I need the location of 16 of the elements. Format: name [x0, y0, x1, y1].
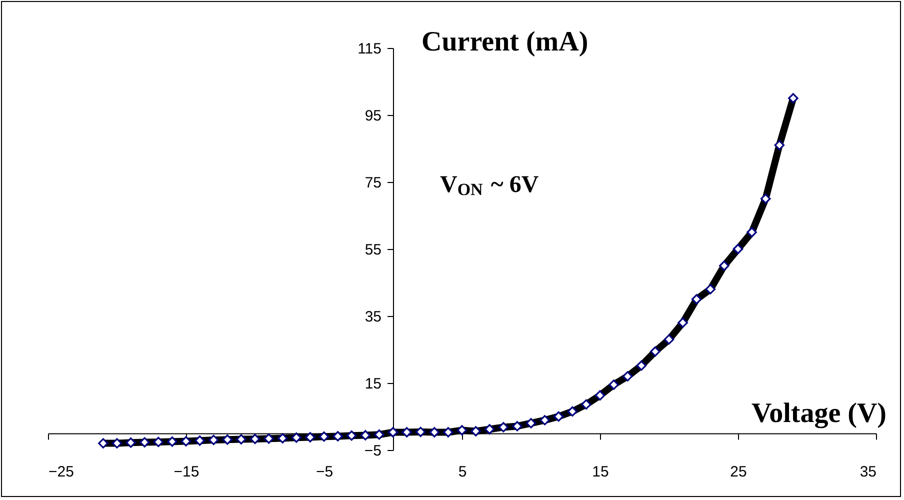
- y-tick-label: 115: [358, 40, 382, 58]
- y-tick-label: −5: [364, 442, 382, 460]
- y-tick-label: 35: [364, 308, 382, 326]
- y-tick-label: 75: [364, 174, 382, 192]
- y-tick-label: 15: [364, 376, 382, 392]
- x-axis-title: Voltage (V): [751, 398, 886, 429]
- x-tick-label: 35: [860, 464, 876, 480]
- x-tick-label: 15: [592, 464, 609, 480]
- x-tick-label: −25: [48, 464, 74, 480]
- x-tick-label: 5: [458, 464, 467, 480]
- y-tick-label: 95: [364, 108, 382, 124]
- x-tick-label: 25: [730, 464, 747, 480]
- x-tick-label: −5: [316, 464, 334, 480]
- x-tick-label: −15: [174, 464, 200, 480]
- y-tick-label: 55: [364, 242, 382, 258]
- y-axis-title: Current (mA): [422, 26, 588, 58]
